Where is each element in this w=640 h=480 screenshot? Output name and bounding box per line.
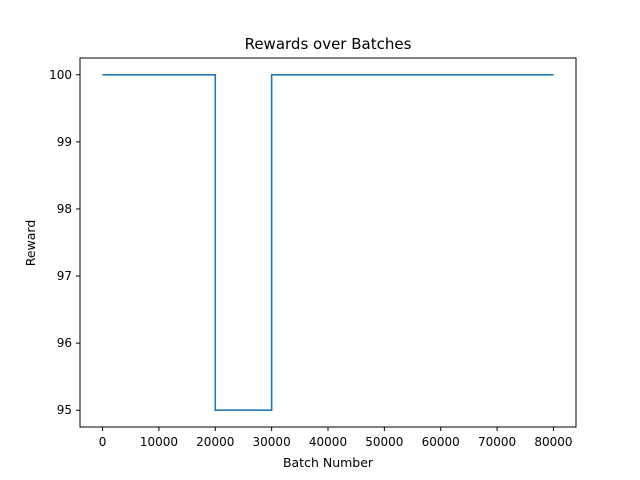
x-tick-label: 40000: [309, 435, 347, 449]
plot-area: [102, 73, 554, 412]
y-tick-label: 99: [57, 135, 72, 149]
y-tick-label: 95: [57, 403, 72, 417]
x-tick-label: 20000: [196, 435, 234, 449]
series-line: [102, 73, 554, 412]
x-tick-label: 50000: [365, 435, 403, 449]
y-tick-label: 96: [57, 336, 72, 350]
y-tick-label: 97: [57, 269, 72, 283]
x-tick-label: 10000: [140, 435, 178, 449]
y-tick-label: 98: [57, 202, 72, 216]
x-tick-label: 60000: [422, 435, 460, 449]
x-tick-label: 80000: [534, 435, 572, 449]
y-axis-label: Reward: [23, 220, 38, 267]
x-axis: 0 10000 20000 30000 40000 50000 60000 70000 8000…: [99, 427, 573, 449]
y-axis: 95 96 97 98 99 100: [49, 68, 80, 417]
axes-frame: [79, 57, 577, 428]
x-tick-label: 70000: [478, 435, 516, 449]
x-tick-label: 0: [99, 435, 107, 449]
x-axis-label: Batch Number: [283, 455, 374, 470]
y-tick-label: 100: [49, 68, 72, 82]
chart-title: Rewards over Batches: [245, 35, 412, 53]
x-tick-label: 30000: [253, 435, 291, 449]
